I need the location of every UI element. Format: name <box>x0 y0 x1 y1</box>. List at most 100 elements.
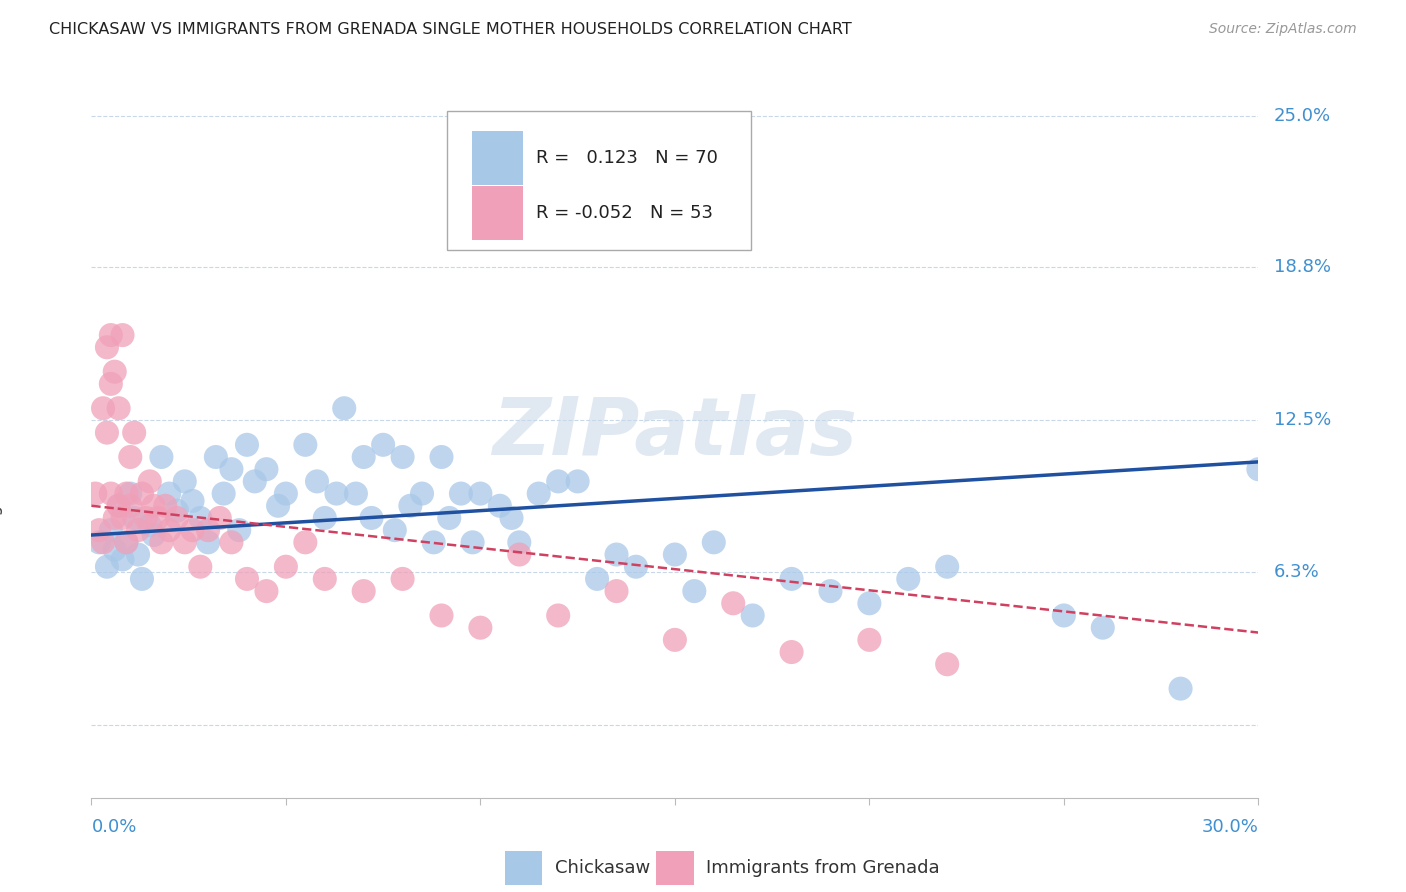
Point <box>305 475 328 489</box>
Point <box>150 450 173 464</box>
Point <box>1247 462 1270 476</box>
Point <box>104 365 127 379</box>
Point <box>188 511 211 525</box>
FancyBboxPatch shape <box>447 111 751 250</box>
Point <box>333 401 356 416</box>
Text: 0.0%: 0.0% <box>91 818 136 836</box>
Text: Source: ZipAtlas.com: Source: ZipAtlas.com <box>1209 22 1357 37</box>
Point <box>430 450 453 464</box>
Point <box>344 486 367 500</box>
Point <box>371 438 394 452</box>
Point <box>188 559 211 574</box>
Point <box>146 511 169 525</box>
Point <box>411 486 433 500</box>
Point <box>501 511 523 525</box>
Point <box>115 486 138 500</box>
Point <box>155 499 177 513</box>
Point <box>294 438 316 452</box>
Point <box>820 584 842 599</box>
Point <box>181 494 204 508</box>
Point <box>606 548 628 562</box>
Point <box>91 535 114 549</box>
Text: Chickasaw: Chickasaw <box>555 859 650 877</box>
Point <box>586 572 609 586</box>
Point <box>780 645 803 659</box>
Point <box>111 552 134 566</box>
Point <box>157 523 180 537</box>
Point <box>314 511 336 525</box>
Point <box>489 499 512 513</box>
Point <box>450 486 472 500</box>
Point <box>664 632 686 647</box>
Point <box>166 511 188 525</box>
Text: 18.8%: 18.8% <box>1274 258 1331 276</box>
Point <box>723 596 745 610</box>
Text: CHICKASAW VS IMMIGRANTS FROM GRENADA SINGLE MOTHER HOUSEHOLDS CORRELATION CHART: CHICKASAW VS IMMIGRANTS FROM GRENADA SIN… <box>49 22 852 37</box>
Text: 30.0%: 30.0% <box>1202 818 1258 836</box>
Point <box>107 499 129 513</box>
Point <box>243 475 266 489</box>
Point <box>197 535 219 549</box>
FancyBboxPatch shape <box>505 851 541 885</box>
Point <box>422 535 444 549</box>
Point <box>96 340 118 354</box>
Point <box>897 572 920 586</box>
Point <box>353 450 375 464</box>
Point <box>138 518 162 533</box>
Point <box>936 657 959 672</box>
Point <box>120 450 142 464</box>
Text: ZIPatlas: ZIPatlas <box>492 393 858 472</box>
Point <box>111 328 134 343</box>
Point <box>547 475 569 489</box>
Point <box>131 486 153 500</box>
Text: 12.5%: 12.5% <box>1274 411 1331 429</box>
FancyBboxPatch shape <box>472 131 523 186</box>
Point <box>181 523 204 537</box>
Point <box>107 499 129 513</box>
Point <box>858 632 880 647</box>
Point <box>439 511 461 525</box>
Text: Immigrants from Grenada: Immigrants from Grenada <box>706 859 941 877</box>
Point <box>236 438 259 452</box>
Point <box>89 523 111 537</box>
Point <box>122 511 145 525</box>
Text: 6.3%: 6.3% <box>1274 563 1320 581</box>
Point <box>391 450 413 464</box>
Point <box>508 535 530 549</box>
Text: 25.0%: 25.0% <box>1274 107 1331 125</box>
Point <box>166 503 188 517</box>
Point <box>567 475 589 489</box>
Point <box>703 535 725 549</box>
Point <box>399 499 422 513</box>
Point <box>1053 608 1076 623</box>
Point <box>256 584 278 599</box>
Point <box>221 462 243 476</box>
Point <box>858 596 880 610</box>
Point <box>138 475 162 489</box>
FancyBboxPatch shape <box>657 851 693 885</box>
Point <box>173 535 195 549</box>
Point <box>274 559 297 574</box>
Point <box>936 559 959 574</box>
Point <box>508 548 530 562</box>
Point <box>100 328 122 343</box>
Point <box>470 486 492 500</box>
Point <box>135 511 157 525</box>
Point <box>100 523 122 537</box>
Point <box>391 572 413 586</box>
Point <box>360 511 382 525</box>
Point <box>780 572 803 586</box>
Point <box>96 425 118 440</box>
Point <box>142 528 165 542</box>
Point <box>107 401 129 416</box>
Point <box>173 475 195 489</box>
Point <box>527 486 550 500</box>
Point <box>104 511 127 525</box>
Point <box>120 486 142 500</box>
Point <box>91 401 114 416</box>
Point <box>100 486 122 500</box>
Point <box>267 499 290 513</box>
Point <box>100 376 122 391</box>
Point <box>89 535 111 549</box>
Point <box>96 559 118 574</box>
